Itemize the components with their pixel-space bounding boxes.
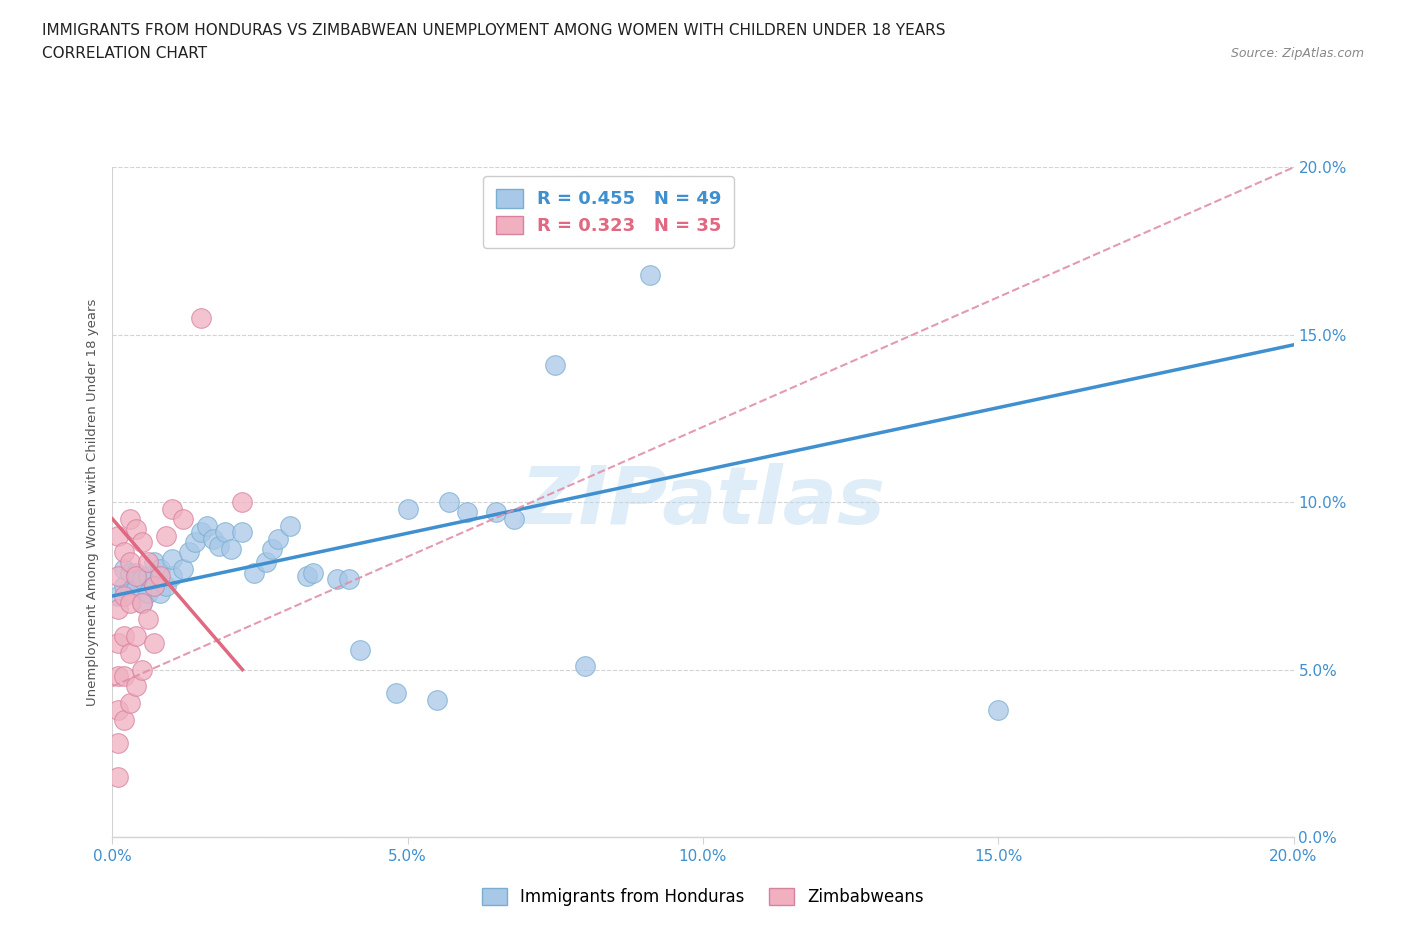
Point [107,669,129,684]
Text: ZIPatlas: ZIPatlas [520,463,886,541]
Point [337,572,360,587]
Point [125,679,148,694]
Point [136,585,159,600]
Point [125,582,148,597]
Point [190,311,212,325]
Point [112,669,135,684]
Point [214,525,236,539]
Legend: Immigrants from Honduras, Zimbabweans: Immigrants from Honduras, Zimbabweans [475,881,931,912]
Text: IMMIGRANTS FROM HONDURAS VS ZIMBABWEAN UNEMPLOYMENT AMONG WOMEN WITH CHILDREN UN: IMMIGRANTS FROM HONDURAS VS ZIMBABWEAN U… [42,23,946,38]
Point [120,512,142,526]
Point [254,555,277,570]
Point [125,522,148,537]
Point [107,769,129,784]
Point [155,578,177,593]
Point [297,568,319,583]
Point [160,551,183,566]
Point [112,545,135,560]
Point [231,525,253,539]
Point [172,512,194,526]
Point [112,562,135,577]
Point [131,595,153,610]
Point [190,525,212,539]
Point [638,267,661,282]
Point [107,589,129,604]
Point [195,518,218,533]
Point [544,357,567,372]
Point [107,736,129,751]
Y-axis label: Unemployment Among Women with Children Under 18 years: Unemployment Among Women with Children U… [86,299,100,706]
Point [120,585,142,600]
Text: CORRELATION CHART: CORRELATION CHART [42,46,207,61]
Point [184,535,207,550]
Point [136,555,159,570]
Point [107,635,129,650]
Point [120,595,142,610]
Point [112,578,135,593]
Point [437,495,460,510]
Point [208,538,231,553]
Point [149,562,172,577]
Point [120,555,142,570]
Point [107,602,129,617]
Point [456,505,478,520]
Point [160,568,183,583]
Point [142,555,165,570]
Point [179,545,201,560]
Point [112,712,135,727]
Point [120,565,142,580]
Point [485,505,508,520]
Point [278,518,301,533]
Point [125,629,148,644]
Point [107,568,129,583]
Point [142,578,165,593]
Point [503,512,526,526]
Point [201,532,224,547]
Point [396,501,419,516]
Point [326,572,349,587]
Point [142,635,165,650]
Point [131,572,153,587]
Point [112,629,135,644]
Point [160,501,183,516]
Point [172,562,194,577]
Legend: R = 0.455   N = 49, R = 0.323   N = 35: R = 0.455 N = 49, R = 0.323 N = 35 [482,177,734,247]
Point [243,565,266,580]
Point [260,541,283,556]
Point [107,702,129,717]
Point [149,585,172,600]
Point [136,568,159,583]
Point [131,662,153,677]
Point [426,692,449,707]
Point [131,535,153,550]
Point [574,658,596,673]
Point [149,568,172,583]
Point [120,696,142,711]
Point [107,528,129,543]
Point [302,565,325,580]
Point [267,532,290,547]
Point [125,568,148,583]
Point [112,589,135,604]
Point [136,612,159,627]
Point [125,565,148,580]
Point [120,645,142,660]
Point [231,495,253,510]
Point [155,528,177,543]
Point [142,578,165,593]
Point [219,541,242,556]
Point [385,685,408,700]
Point [987,702,1010,717]
Point [131,595,153,610]
Text: Source: ZipAtlas.com: Source: ZipAtlas.com [1230,46,1364,60]
Point [349,642,371,657]
